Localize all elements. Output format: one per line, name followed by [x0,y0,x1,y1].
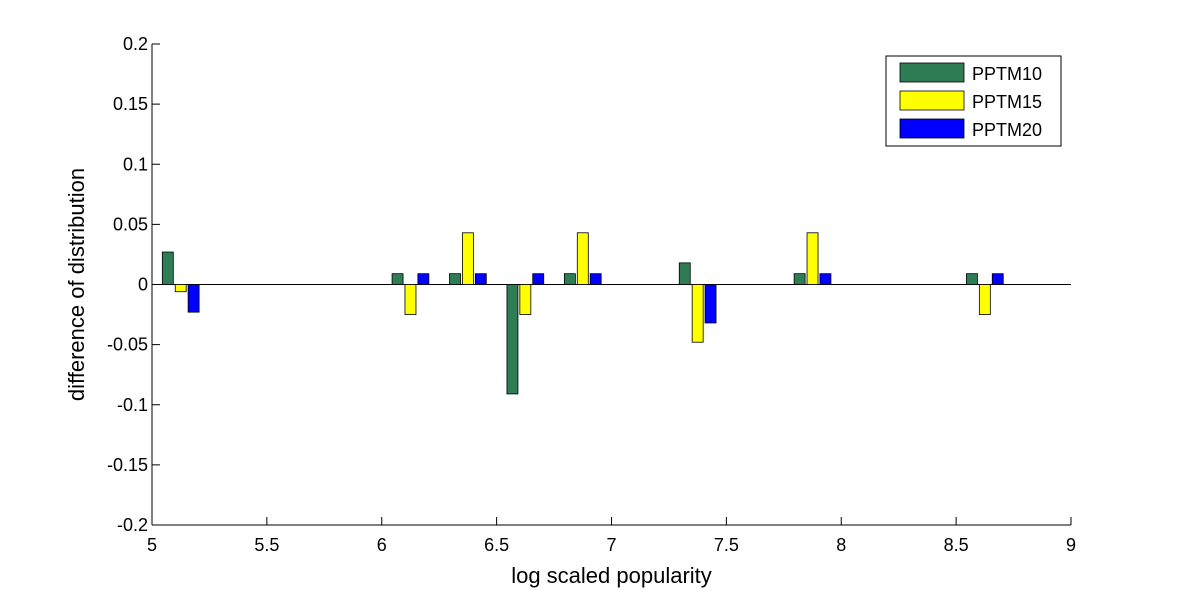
y-tick-label: 0.15 [113,94,148,114]
x-tick-label: 6.5 [484,535,509,555]
y-tick-label: 0 [138,275,148,295]
legend-label-pptm15: PPTM15 [972,92,1042,112]
bar-pptm10 [161,251,174,285]
legend-swatch-pptm15 [899,90,965,111]
bar-pptm10 [449,273,461,285]
bar-pptm20 [532,273,545,285]
bar-pptm15 [806,232,819,285]
bar-pptm10 [966,273,978,285]
y-tick-label: -0.1 [117,395,148,415]
bar-pptm10 [793,273,806,285]
bar-pptm15 [691,284,704,343]
bar-pptm15 [519,284,532,315]
x-tick-label: 7 [606,535,616,555]
y-tick-label: 0.2 [123,34,148,54]
bar-pptm10 [678,262,691,285]
x-tick-label: 8 [836,535,846,555]
bar-pptm15 [174,284,187,293]
axis-ticks [151,43,1072,526]
tick-labels: 5 5.5 6 6.5 7 7.5 8 8.5 9 -0.2 -0.15 -0.1 -0.05 0 0.05… [107,34,1076,555]
bar-pptm15 [978,284,991,315]
x-tick-label: 5 [147,535,157,555]
bar-pptm20 [589,273,602,285]
plot-area [151,44,1071,526]
x-tick-label: 9 [1066,535,1076,555]
bar-pptm20 [417,273,430,285]
legend: PPTM10 PPTM15 PPTM20 [885,55,1062,147]
x-axis-title: log scaled popularity [511,563,712,588]
bar-pptm15 [576,232,589,285]
y-tick-label: -0.15 [107,455,148,475]
bar-pptm10 [391,273,404,285]
legend-swatch-pptm20 [899,118,965,139]
y-tick-label: 0.05 [113,214,148,234]
y-tick-label: -0.05 [107,335,148,355]
bar-pptm20 [187,284,200,313]
y-tick-label: 0.1 [123,154,148,174]
y-tick-label: -0.2 [117,515,148,535]
bar-pptm20 [991,273,1004,285]
x-tick-label: 6 [377,535,387,555]
legend-swatch-pptm10 [899,62,965,83]
bar-pptm10 [506,284,519,395]
legend-label-pptm10: PPTM10 [972,64,1042,84]
x-tick-label: 5.5 [254,535,279,555]
bar-pptm20 [819,273,832,285]
x-tick-label: 7.5 [714,535,739,555]
y-axis-title: difference of distribution [64,168,89,401]
bar-pptm20 [474,273,487,285]
x-tick-label: 8.5 [944,535,969,555]
bar-pptm15 [404,284,417,315]
legend-label-pptm20: PPTM20 [972,120,1042,140]
bar-pptm10 [563,273,576,285]
bar-pptm15 [462,232,474,285]
bar-pptm20 [704,284,717,324]
